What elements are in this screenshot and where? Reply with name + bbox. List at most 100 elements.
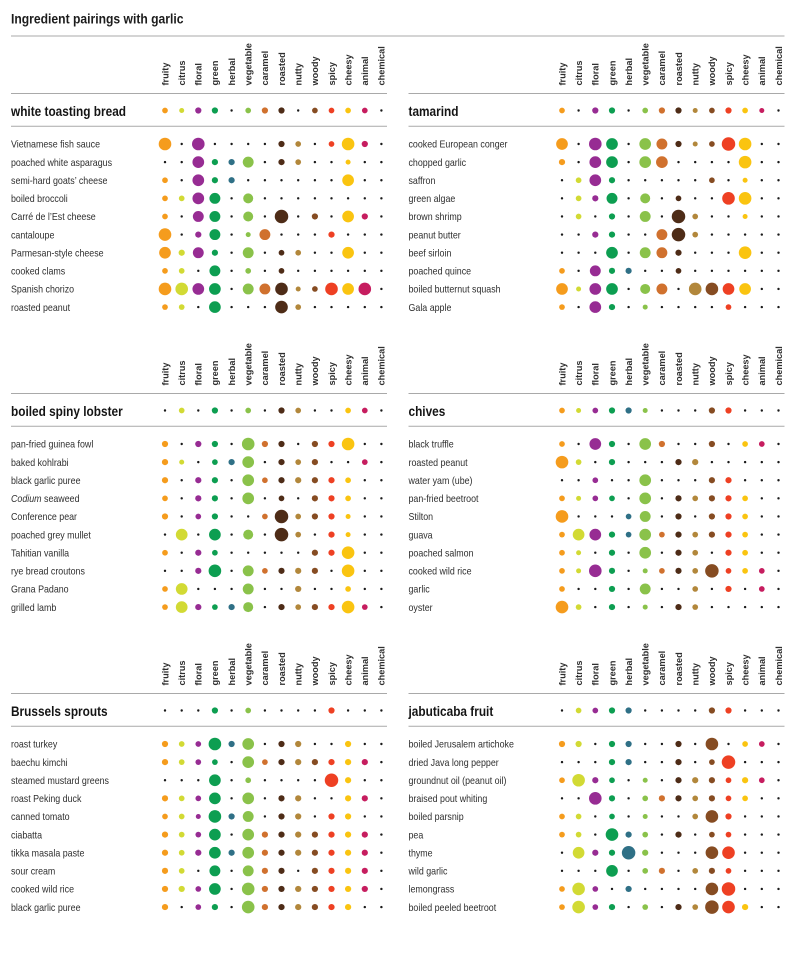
svg-text:woody: woody — [310, 656, 320, 687]
svg-text:vegetable: vegetable — [641, 643, 651, 685]
svg-text:spicy: spicy — [724, 661, 734, 685]
svg-text:black garlic puree: black garlic puree — [11, 902, 81, 914]
svg-text:citrus: citrus — [177, 60, 187, 85]
svg-text:nutty: nutty — [691, 362, 701, 385]
svg-text:ciabatta: ciabatta — [11, 829, 42, 841]
svg-text:cooked wild rice: cooked wild rice — [11, 884, 74, 896]
svg-text:guava: guava — [409, 529, 433, 541]
svg-text:herbal: herbal — [227, 358, 237, 386]
svg-text:boiled butternut squash: boiled butternut squash — [409, 284, 501, 296]
svg-text:boiled broccoli: boiled broccoli — [11, 193, 68, 205]
svg-text:roasted: roasted — [674, 652, 684, 685]
svg-text:caramel: caramel — [657, 651, 667, 686]
svg-text:brown shrimp: brown shrimp — [409, 211, 462, 223]
svg-text:chemical: chemical — [774, 46, 784, 85]
svg-text:boiled Jerusalem artichoke: boiled Jerusalem artichoke — [409, 739, 515, 751]
svg-text:cantaloupe: cantaloupe — [11, 229, 55, 241]
svg-text:nutty: nutty — [294, 662, 304, 685]
svg-text:saffron: saffron — [409, 175, 436, 187]
svg-text:fruity: fruity — [160, 62, 170, 86]
svg-text:floral: floral — [591, 363, 601, 385]
svg-text:poached salmon: poached salmon — [409, 547, 474, 559]
svg-text:oyster: oyster — [409, 602, 434, 614]
svg-text:floral: floral — [194, 663, 204, 685]
svg-text:cheesy: cheesy — [343, 53, 353, 85]
svg-text:woody: woody — [707, 56, 717, 87]
svg-text:caramel: caramel — [260, 651, 270, 686]
svg-text:fruity: fruity — [557, 662, 567, 686]
svg-text:green: green — [210, 660, 220, 685]
svg-text:nutty: nutty — [691, 662, 701, 685]
svg-text:animal: animal — [360, 356, 370, 385]
svg-text:animal: animal — [360, 56, 370, 85]
svg-text:vegetable: vegetable — [243, 643, 253, 685]
svg-text:nutty: nutty — [294, 362, 304, 385]
svg-text:peanut butter: peanut butter — [409, 229, 462, 241]
svg-text:poached grey mullet: poached grey mullet — [11, 529, 91, 541]
svg-text:caramel: caramel — [260, 51, 270, 86]
svg-text:Spanish chorizo: Spanish chorizo — [11, 284, 74, 296]
svg-text:lemongrass: lemongrass — [409, 884, 455, 896]
svg-text:cheesy: cheesy — [740, 353, 750, 385]
svg-text:caramel: caramel — [260, 351, 270, 386]
svg-text:floral: floral — [194, 363, 204, 385]
svg-text:rye bread croutons: rye bread croutons — [11, 566, 85, 578]
svg-text:chemical: chemical — [377, 346, 387, 385]
svg-text:caramel: caramel — [657, 351, 667, 386]
svg-text:vegetable: vegetable — [641, 343, 651, 385]
svg-text:animal: animal — [360, 656, 370, 685]
svg-text:Grana Padano: Grana Padano — [11, 584, 69, 596]
svg-text:citrus: citrus — [574, 360, 584, 385]
svg-text:floral: floral — [194, 63, 204, 85]
svg-text:herbal: herbal — [227, 58, 237, 86]
svg-text:canned tomato: canned tomato — [11, 811, 70, 823]
svg-text:cooked wild rice: cooked wild rice — [409, 566, 472, 578]
svg-text:wild garlic: wild garlic — [408, 866, 448, 878]
svg-text:green: green — [607, 60, 617, 85]
svg-text:green algae: green algae — [409, 193, 456, 205]
svg-text:beef sirloin: beef sirloin — [409, 247, 452, 259]
svg-text:animal: animal — [757, 656, 767, 685]
svg-text:pan-fried guinea fowl: pan-fried guinea fowl — [11, 439, 93, 451]
svg-text:Conference pear: Conference pear — [11, 511, 77, 523]
svg-text:animal: animal — [757, 56, 767, 85]
svg-text:fruity: fruity — [160, 662, 170, 686]
svg-text:roasted: roasted — [277, 352, 287, 385]
svg-text:roasted peanut: roasted peanut — [11, 302, 70, 314]
svg-text:roasted: roasted — [277, 52, 287, 85]
svg-text:chemical: chemical — [774, 346, 784, 385]
svg-text:woody: woody — [707, 356, 717, 387]
svg-text:caramel: caramel — [657, 51, 667, 86]
svg-text:black truffle: black truffle — [409, 439, 454, 451]
svg-text:roast Peking duck: roast Peking duck — [11, 793, 82, 805]
svg-text:woody: woody — [310, 56, 320, 87]
svg-text:baked kohlrabi: baked kohlrabi — [11, 457, 69, 469]
svg-text:black garlic puree: black garlic puree — [11, 475, 81, 487]
svg-text:poached quince: poached quince — [409, 266, 472, 278]
svg-text:Carré de l’Est cheese: Carré de l’Est cheese — [11, 211, 96, 223]
svg-text:thyme: thyme — [409, 847, 433, 859]
svg-text:cooked European conger: cooked European conger — [409, 139, 508, 151]
svg-text:roast turkey: roast turkey — [11, 739, 58, 751]
svg-text:roasted peanut: roasted peanut — [409, 457, 468, 469]
svg-text:baechu kimchi: baechu kimchi — [11, 757, 68, 769]
svg-text:woody: woody — [707, 656, 717, 687]
svg-text:grilled lamb: grilled lamb — [11, 602, 56, 614]
svg-text:pea: pea — [409, 829, 424, 841]
svg-text:roasted: roasted — [674, 52, 684, 85]
svg-text:nutty: nutty — [294, 62, 304, 85]
svg-text:water yam (ube): water yam (ube) — [408, 475, 473, 487]
svg-text:spicy: spicy — [724, 361, 734, 385]
svg-text:white toasting bread: white toasting bread — [10, 103, 126, 119]
svg-text:chemical: chemical — [377, 46, 387, 85]
svg-text:herbal: herbal — [624, 358, 634, 386]
svg-text:garlic: garlic — [409, 584, 430, 596]
svg-text:jabuticaba fruit: jabuticaba fruit — [408, 703, 494, 719]
svg-text:floral: floral — [591, 63, 601, 85]
svg-text:braised pout whiting: braised pout whiting — [409, 793, 488, 805]
svg-text:tamarind: tamarind — [409, 103, 459, 119]
svg-text:vegetable: vegetable — [641, 43, 651, 85]
svg-text:boiled spiny lobster: boiled spiny lobster — [11, 403, 123, 419]
svg-text:herbal: herbal — [624, 58, 634, 86]
svg-text:steamed mustard greens: steamed mustard greens — [11, 775, 109, 787]
